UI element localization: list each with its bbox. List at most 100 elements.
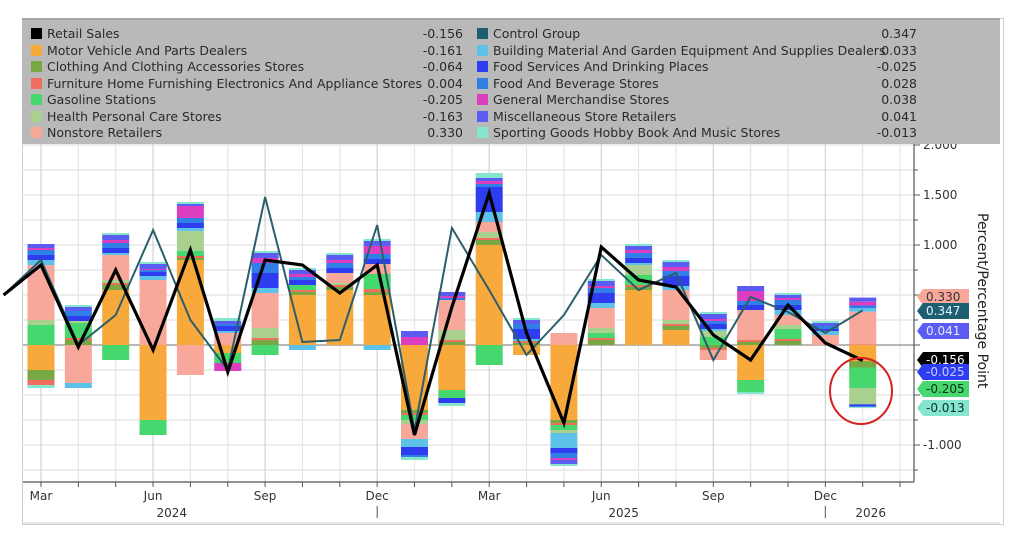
bar-segment — [774, 300, 802, 305]
bar-segment — [401, 457, 428, 460]
legend-value: -0.156 — [422, 26, 463, 41]
bar-segment — [438, 345, 466, 390]
bar-segment — [811, 323, 839, 326]
bar-segment — [401, 331, 428, 337]
legend-value: -0.205 — [422, 92, 463, 107]
end-tag-label: 0.347 — [926, 304, 960, 318]
bar-segment — [774, 315, 802, 325]
legend-swatch-icon — [31, 44, 42, 56]
legend-value: -0.025 — [876, 59, 917, 74]
legend-swatch-icon — [31, 28, 42, 39]
bar-segment — [550, 433, 578, 448]
bar-segment — [176, 228, 204, 231]
bar-segment — [326, 283, 354, 285]
bar-segment — [27, 255, 55, 260]
x-month-label: Dec — [814, 489, 837, 503]
bar-segment — [811, 321, 839, 323]
bar-segment — [513, 320, 541, 324]
bar-segment — [587, 328, 615, 333]
bar-segment — [438, 342, 466, 345]
bar-segment — [811, 326, 839, 329]
legend-swatch-icon — [31, 61, 42, 72]
bar-segment — [849, 311, 877, 345]
bar-segment — [550, 458, 578, 460]
bar-segment — [102, 290, 130, 345]
x-month-label: Dec — [366, 489, 389, 503]
bar-segment — [625, 290, 653, 345]
bar-segment — [27, 244, 55, 248]
bar-segment — [288, 270, 316, 274]
bar-segment — [401, 455, 428, 457]
bar-segment — [288, 277, 316, 280]
bar-segment — [587, 333, 615, 338]
bar-segment — [475, 178, 503, 181]
bar-segment — [550, 453, 578, 458]
bar-segment — [102, 285, 130, 290]
bar-segment — [438, 298, 466, 300]
bar-segment — [513, 339, 541, 341]
bar-segment — [737, 305, 765, 310]
bar-segment — [587, 288, 615, 293]
bar-segment — [363, 239, 391, 241]
bar-segment — [64, 345, 92, 383]
bar-segment — [849, 404, 877, 407]
y-tick-label: 1.500 — [923, 188, 957, 202]
bar-segment — [102, 345, 130, 360]
bar-segment — [849, 305, 877, 309]
bar-segment — [475, 240, 503, 245]
y-tick-label: -1.000 — [923, 438, 962, 452]
bar-segment — [64, 307, 92, 311]
bar-segment — [550, 425, 578, 430]
bar-segment — [139, 270, 167, 272]
bar-segment — [102, 233, 130, 235]
bar-segment — [288, 292, 316, 295]
bar-segment — [662, 260, 690, 262]
bar-segment — [214, 321, 242, 324]
bar-segment — [102, 240, 130, 243]
bar-segment — [139, 269, 167, 270]
bar-segment — [214, 345, 242, 353]
bar-segment — [102, 283, 130, 285]
bar-segment — [737, 310, 765, 340]
bar-segment — [176, 231, 204, 251]
bar-segment — [699, 350, 727, 360]
bar-segment — [475, 212, 503, 222]
retail-sales-line — [2, 187, 864, 436]
bar-segment — [550, 464, 578, 466]
bar-segment — [513, 324, 541, 329]
bar-segment — [176, 223, 204, 228]
bar-segment — [849, 297, 877, 302]
end-tag — [917, 289, 969, 305]
bar-segment — [401, 410, 428, 413]
bar-segment — [214, 326, 242, 331]
bar-segment — [27, 370, 55, 380]
bar-segment — [139, 264, 167, 269]
x-year-label: 2026 — [855, 506, 886, 520]
bar-segment — [251, 263, 279, 273]
bar-segment — [774, 293, 802, 295]
legend-label: Retail Sales — [47, 26, 120, 41]
bar-segment — [737, 380, 765, 392]
legend-label: Food And Beverage Stores — [493, 75, 659, 91]
legend-value: 0.004 — [427, 75, 463, 91]
bar-segment — [363, 345, 391, 350]
end-tag-label: -0.013 — [926, 401, 965, 415]
bar-segment — [438, 398, 466, 403]
bar-segment — [176, 202, 204, 204]
bar-segment — [363, 254, 391, 259]
bar-segment — [625, 285, 653, 287]
bar-segment — [363, 241, 391, 246]
bar-segment — [849, 308, 877, 312]
bar-segment — [550, 333, 578, 345]
bar-segment — [513, 345, 541, 355]
bar-segment — [587, 293, 615, 303]
bar-segment — [176, 345, 204, 375]
bar-segment — [288, 280, 316, 285]
bar-segment — [27, 250, 55, 255]
legend-value: 0.033 — [881, 42, 917, 58]
bar-segment — [849, 367, 877, 388]
bar-segment — [699, 312, 727, 314]
legend-value: -0.064 — [422, 59, 463, 74]
bar-segment — [251, 338, 279, 340]
